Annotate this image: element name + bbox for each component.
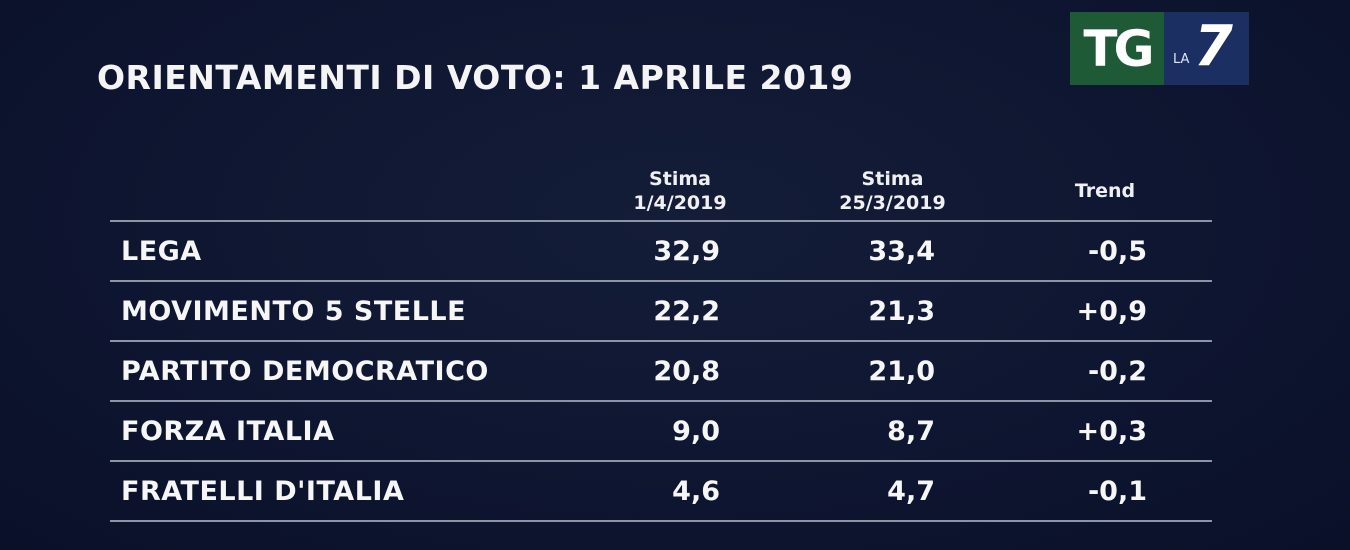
trend-value: -0,2: [1087, 356, 1147, 387]
column-header-stima-25-3: Stima 25/3/2019: [820, 167, 965, 215]
column-header-line: Stima: [649, 168, 711, 190]
estimate-25-3-value: 4,7: [887, 476, 935, 507]
column-header-trend: Trend: [1055, 179, 1155, 203]
column-header-line: Stima: [861, 168, 924, 190]
estimate-25-3-value: 33,4: [868, 236, 935, 267]
table-row: MOVIMENTO 5 STELLE 22,2 21,3 +0,9: [110, 283, 1212, 341]
estimate-25-3-value: 21,3: [868, 296, 935, 327]
column-header-line: Trend: [1074, 180, 1136, 202]
party-name: FORZA ITALIA: [121, 416, 335, 447]
estimate-25-3-value: 21,0: [868, 356, 935, 387]
party-name: LEGA: [121, 236, 202, 267]
la7-logo-block: LA 7: [1164, 12, 1249, 85]
column-header-line: 25/3/2019: [839, 192, 946, 214]
tg-logo-block: TG: [1070, 12, 1164, 85]
table-row: PARTITO DEMOCRATICO 20,8 21,0 -0,2: [110, 343, 1212, 401]
column-header-stima-1-4: Stima 1/4/2019: [615, 167, 745, 215]
tg-logo-text: TG: [1083, 19, 1154, 78]
la-logo-text: LA: [1173, 52, 1190, 67]
party-name: MOVIMENTO 5 STELLE: [121, 296, 467, 327]
table-divider: [110, 280, 1212, 282]
estimate-1-4-value: 22,2: [653, 296, 720, 327]
estimate-1-4-value: 4,6: [672, 476, 720, 507]
trend-value: +0,3: [1076, 416, 1147, 447]
table-divider: [110, 220, 1212, 222]
trend-value: +0,9: [1076, 296, 1147, 327]
trend-value: -0,1: [1087, 476, 1147, 507]
tg-la7-logo: TG LA 7: [1070, 12, 1249, 85]
estimate-25-3-value: 8,7: [887, 416, 935, 447]
estimate-1-4-value: 9,0: [672, 416, 720, 447]
table-row: FRATELLI D'ITALIA 4,6 4,7 -0,1: [110, 463, 1212, 521]
table-divider: [110, 460, 1212, 462]
party-name: FRATELLI D'ITALIA: [121, 476, 405, 507]
column-header-line: 1/4/2019: [633, 192, 727, 214]
table-row: FORZA ITALIA 9,0 8,7 +0,3: [110, 403, 1212, 461]
table-divider: [110, 340, 1212, 342]
party-name: PARTITO DEMOCRATICO: [121, 356, 489, 387]
seven-logo-text: 7: [1194, 14, 1233, 79]
table-divider: [110, 400, 1212, 402]
table-row: LEGA 32,9 33,4 -0,5: [110, 223, 1212, 281]
trend-value: -0,5: [1087, 236, 1147, 267]
estimate-1-4-value: 20,8: [653, 356, 720, 387]
estimate-1-4-value: 32,9: [653, 236, 720, 267]
page-title: ORIENTAMENTI DI VOTO: 1 APRILE 2019: [97, 58, 854, 97]
table-divider: [110, 520, 1212, 522]
